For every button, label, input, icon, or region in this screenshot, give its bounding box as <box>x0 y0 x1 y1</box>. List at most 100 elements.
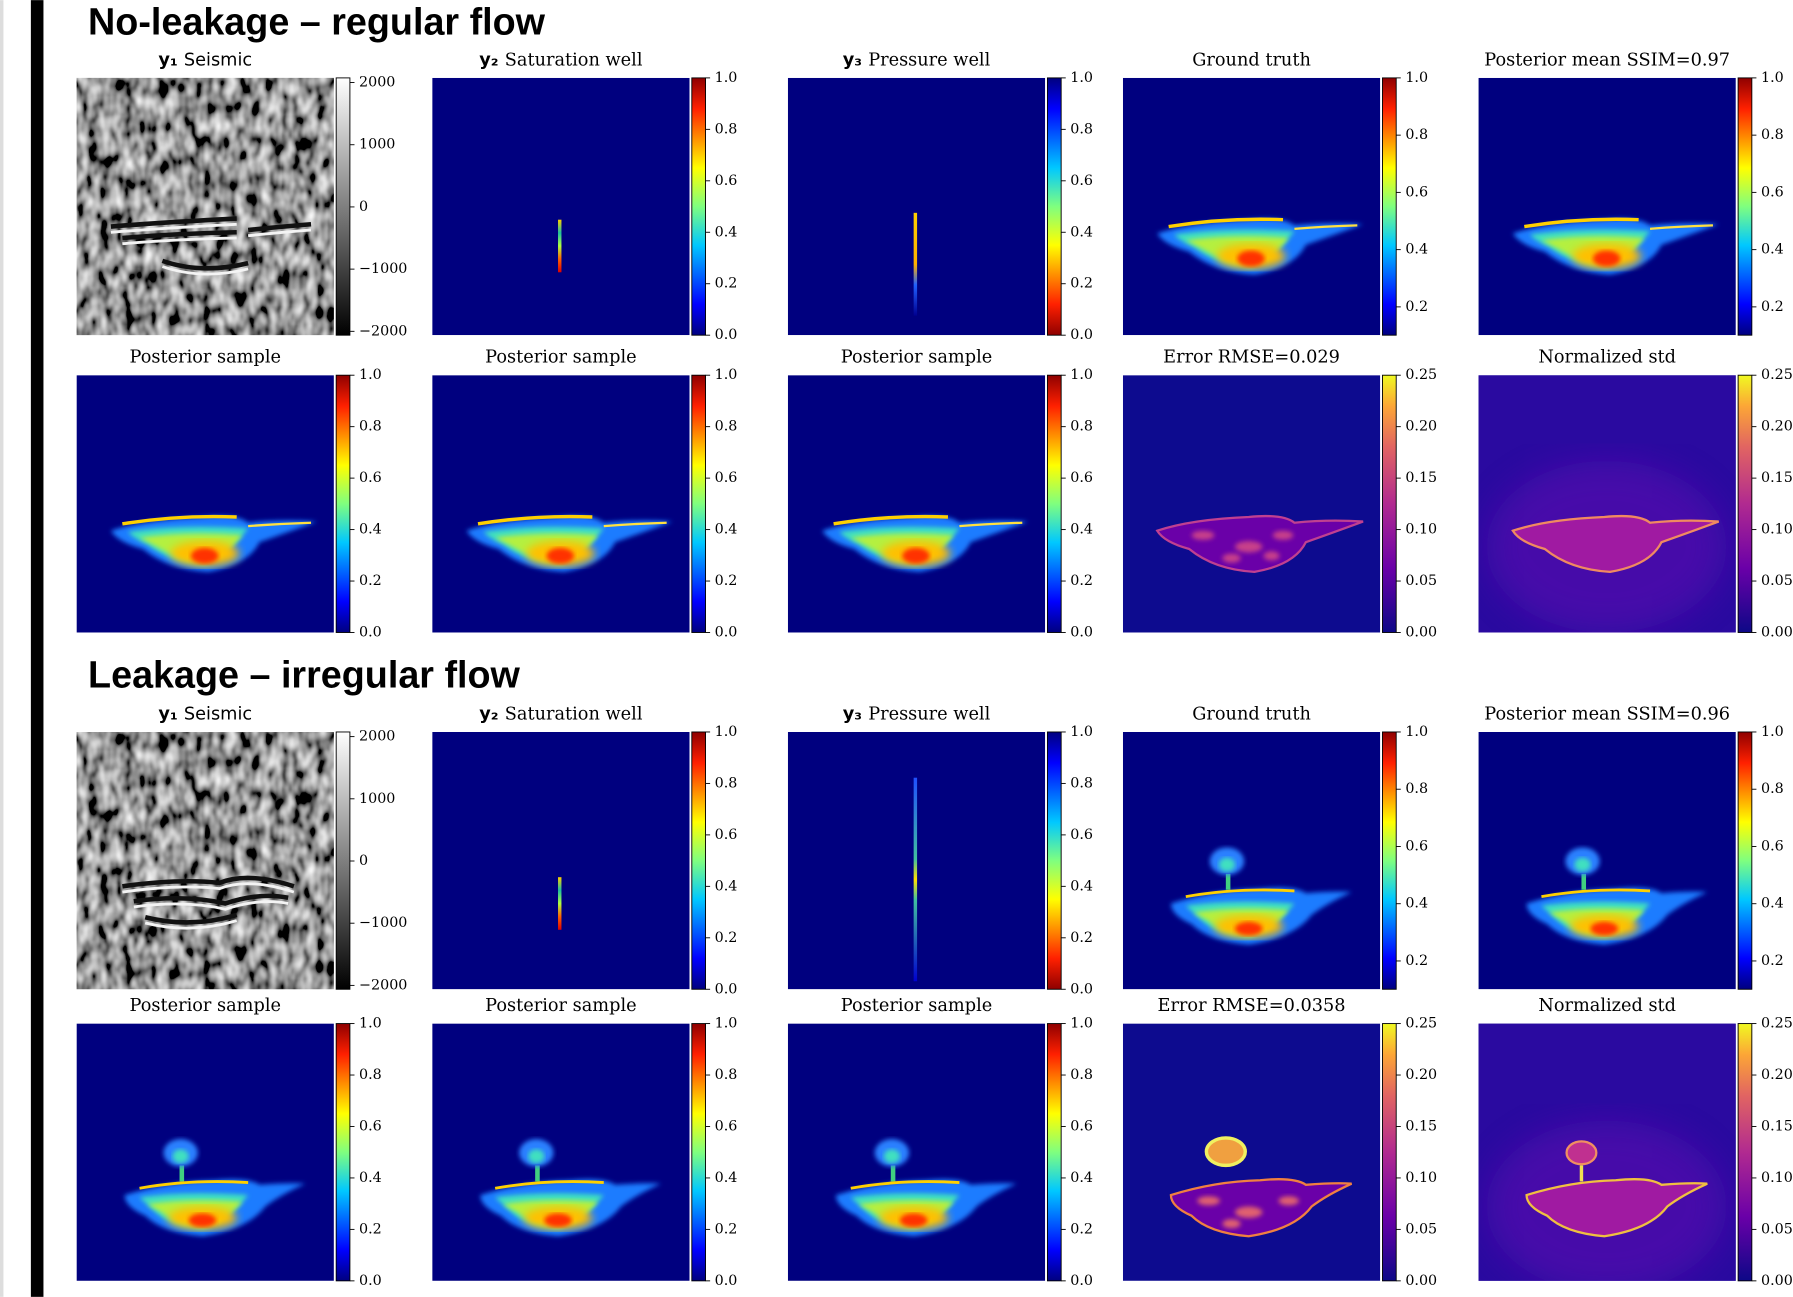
panel-title: Normalized std <box>1538 996 1676 1016</box>
title-text: Posterior sample <box>485 348 636 368</box>
image-background <box>432 731 690 990</box>
colorbar-tick-label: 2000 <box>359 729 395 745</box>
panel-title: Posterior sample <box>130 996 281 1016</box>
colorbar-tick-label: 0.4 <box>1761 242 1784 258</box>
panel-title: y₂ Saturation well <box>479 704 643 724</box>
reflector-dark <box>247 221 312 233</box>
colorbar-tick-label: 1.0 <box>1405 724 1428 740</box>
colorbar-tick-label: 0.0 <box>1070 327 1093 343</box>
panel-title: Posterior sample <box>485 348 636 368</box>
panel-image <box>1478 731 1736 990</box>
colorbar-tick-label: 1.0 <box>1070 70 1093 86</box>
colorbar-tick-label: 0.00 <box>1405 1273 1437 1289</box>
colorbar-tick-label: 1.0 <box>715 724 738 740</box>
colorbar-tick-label: 0.6 <box>1761 838 1784 854</box>
colorbar-tick-label: 0.20 <box>1761 419 1793 435</box>
colorbar-tick-label: 0.2 <box>1070 1221 1093 1237</box>
colorbar-tick-label: 1.0 <box>1070 1016 1093 1032</box>
colorbar-tick-label: 0.4 <box>715 878 738 894</box>
panel: y₂ Saturation well 0.0 0.2 0.4 0.6 0.8 1.0 <box>432 50 737 343</box>
image-background <box>787 1023 1046 1281</box>
reflector-light <box>122 882 295 894</box>
colorbar-tick-label: 0.8 <box>715 775 738 791</box>
panel-image <box>76 1023 334 1281</box>
colorbar-tick-label: −2000 <box>359 323 407 339</box>
reflector-dark <box>122 875 295 889</box>
image-background <box>1122 731 1381 990</box>
title-text: Ground truth <box>1192 704 1311 724</box>
colorbar <box>1737 77 1753 336</box>
reflector-dark <box>110 216 237 229</box>
colorbar-tick-label: 0.25 <box>1761 367 1793 383</box>
colorbar-tick-label: 0.4 <box>715 224 738 240</box>
image-background <box>1122 1023 1381 1281</box>
panel-title: Posterior mean SSIM=0.96 <box>1484 704 1730 724</box>
content: No-leakage – regular flow y₁ Seismic −2000… <box>76 0 1793 1293</box>
title-text: Saturation well <box>505 704 643 724</box>
panel: y₂ Saturation well 0.0 0.2 0.4 0.6 0.8 1.0 <box>432 704 737 997</box>
colorbar-tick-label: 2000 <box>359 75 395 91</box>
reflector-light <box>247 228 312 238</box>
colorbar-tick-label: 0.25 <box>1761 1016 1793 1032</box>
colorbar <box>335 77 351 336</box>
colorbar <box>1737 1023 1753 1282</box>
colorbar <box>1046 1023 1062 1282</box>
panel-image <box>432 77 690 336</box>
colorbar-tick-label: 0.6 <box>1761 184 1784 200</box>
title-symbol: y₁ <box>158 50 183 70</box>
panel: y₃ Pressure well 0.0 0.2 0.4 0.6 0.8 1.0 <box>787 704 1093 997</box>
well-trace <box>913 212 918 316</box>
title-symbol: y₂ <box>479 704 504 724</box>
panel-image <box>787 1023 1046 1281</box>
reflector-light <box>122 236 237 246</box>
colorbar-tick-label: 0.4 <box>715 522 738 538</box>
colorbar-tick-label: 0.6 <box>1070 1118 1093 1134</box>
colorbar <box>1046 731 1062 990</box>
colorbar-tick-label: 1.0 <box>1405 70 1428 86</box>
panel-image <box>1122 731 1381 990</box>
colorbar-tick-label: 0.8 <box>1405 781 1428 797</box>
colorbar-tick-label: 0.4 <box>1070 1170 1093 1186</box>
std-map <box>1479 375 1736 632</box>
panel-image <box>787 731 1046 990</box>
colorbar-tick-label: 0.8 <box>1070 1067 1093 1083</box>
colorbar-tick-label: 0.6 <box>359 1118 382 1134</box>
panel-title: y₃ Pressure well <box>843 50 991 70</box>
colorbar-tick-label: 0.6 <box>1070 827 1093 843</box>
panel: Ground truth 0.2 0.4 0.6 0.8 1.0 <box>1122 704 1428 990</box>
colorbar-tick-label: 0.15 <box>1761 1118 1793 1134</box>
panel-image <box>76 731 334 990</box>
colorbar-tick-label: 0.8 <box>1070 121 1093 137</box>
title-text: Pressure well <box>868 704 990 724</box>
colorbar-tick-label: 0.2 <box>359 1221 382 1237</box>
reflector-dark <box>133 893 289 906</box>
colorbar <box>1382 731 1397 990</box>
colorbar-tick-label: 0.2 <box>1070 276 1093 292</box>
panel: Posterior mean SSIM=0.97 0.2 0.4 0.6 0.8 1.0 <box>1478 50 1784 336</box>
colorbar <box>691 374 706 633</box>
colorbar-tick-label: 0.4 <box>1761 896 1784 912</box>
colorbar-tick-label: 0.2 <box>1761 953 1784 969</box>
panel-image <box>76 77 334 336</box>
colorbar-tick-label: 1.0 <box>1070 724 1093 740</box>
title-text: Posterior sample <box>130 996 281 1016</box>
seismic-texture <box>76 77 334 336</box>
colorbar-tick-label: 1.0 <box>359 1016 382 1032</box>
colorbar-tick-label: 0.0 <box>359 1273 382 1289</box>
panel: Normalized std 0.00 0.05 0.10 0.15 0.20 0.25 <box>1479 996 1793 1293</box>
colorbar-tick-label: 0.8 <box>1405 127 1428 143</box>
colorbar-tick-label: 0.8 <box>715 1067 738 1083</box>
section-title: No-leakage – regular flow <box>88 0 546 42</box>
colorbar-tick-label: 0.00 <box>1761 1273 1793 1289</box>
std-map <box>1479 1024 1736 1293</box>
image-background <box>432 375 690 633</box>
title-text: Posterior sample <box>130 348 281 368</box>
colorbar-tick-label: 0.4 <box>1070 522 1093 538</box>
colorbar-tick-label: 0.4 <box>1405 242 1428 258</box>
panel: Posterior sample 0.0 0.2 0.4 0.6 0.8 1.0 <box>432 996 737 1289</box>
reflector-light <box>144 919 238 930</box>
colorbar-tick-label: 0.0 <box>1070 624 1093 640</box>
panel-image <box>1478 77 1736 336</box>
colorbar-tick-label: 0.0 <box>359 624 382 640</box>
panel: Posterior sample 0.0 0.2 0.4 0.6 0.8 1.0 <box>787 996 1093 1289</box>
